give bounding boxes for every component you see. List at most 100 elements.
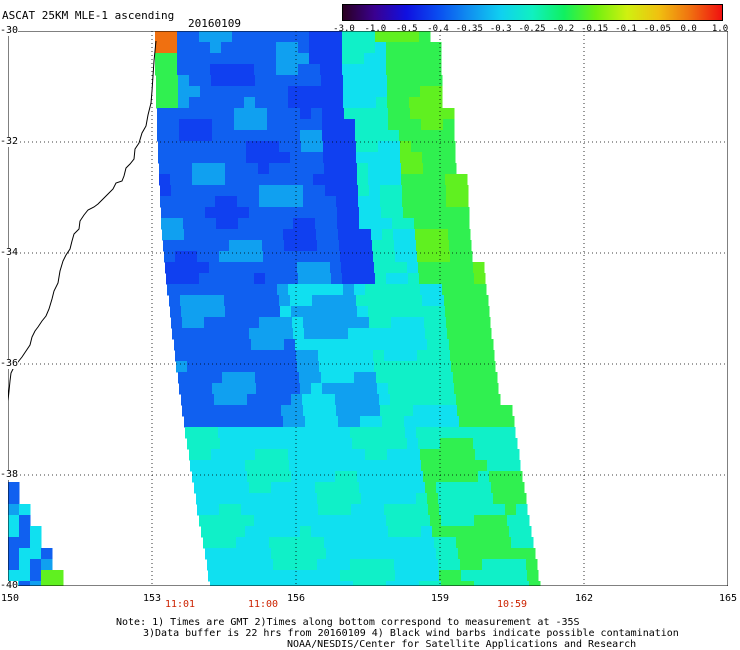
swath-cell — [265, 581, 277, 586]
swath-cell — [223, 383, 235, 395]
swath-cell — [284, 559, 296, 571]
swath-cell — [240, 559, 252, 571]
swath-cell — [397, 42, 409, 54]
swath-cell — [218, 493, 230, 505]
swath-cell — [316, 229, 328, 241]
swath-cell — [515, 559, 527, 571]
swath-cell — [170, 163, 182, 175]
swath-cell — [361, 559, 373, 571]
swath-cell — [479, 405, 491, 417]
swath-cell — [181, 306, 193, 318]
swath-cell — [214, 394, 226, 406]
swath-cell — [449, 427, 461, 439]
swath-cell — [254, 515, 266, 527]
swath-cell — [491, 548, 503, 560]
swath-cell — [362, 350, 374, 362]
swath-cell — [221, 53, 233, 65]
swath-cell — [323, 141, 335, 153]
swath-cell — [41, 559, 53, 571]
swath-cell — [197, 504, 209, 516]
swath-cell — [262, 493, 274, 505]
latitude-label: -38 — [0, 469, 19, 480]
swath-cell — [267, 119, 279, 131]
swath-cell — [446, 317, 458, 329]
swath-cell — [189, 75, 201, 87]
swath-cell — [201, 526, 213, 538]
swath-cell — [227, 328, 239, 340]
swath-cell — [277, 75, 289, 87]
swath-cell — [194, 207, 206, 219]
swath-cell — [344, 119, 356, 131]
swath-cell — [387, 449, 399, 461]
swath-cell — [189, 449, 201, 461]
swath-cell — [287, 42, 299, 54]
swath-cell — [184, 416, 196, 428]
swath-cell — [300, 130, 312, 142]
swath-cell — [262, 559, 274, 571]
swath-cell — [180, 152, 192, 164]
swath-cell — [302, 163, 314, 175]
swath-cell — [354, 75, 366, 87]
swath-cell — [271, 548, 283, 560]
swath-cell — [268, 152, 280, 164]
swath-cell — [439, 504, 451, 516]
swath-cell — [320, 42, 332, 54]
swath-cell — [403, 548, 415, 560]
swath-cell — [302, 306, 314, 318]
swath-cell — [346, 471, 358, 483]
swath-cell — [465, 526, 477, 538]
swath-cell — [258, 163, 270, 175]
swath-cell — [478, 537, 490, 549]
swath-cell — [324, 163, 336, 175]
swath-cell — [362, 251, 374, 263]
swath-cell — [449, 493, 461, 505]
swath-cell — [199, 515, 211, 527]
swath-cell — [302, 174, 314, 186]
swath-cell — [457, 317, 469, 329]
swath-cell — [387, 284, 399, 296]
swath-cell — [509, 460, 521, 472]
swath-cell — [337, 548, 349, 560]
swath-cell — [486, 449, 498, 461]
swath-cell — [169, 152, 181, 164]
swath-cell — [504, 559, 516, 571]
swath-cell — [459, 416, 471, 428]
swath-cell — [416, 493, 428, 505]
swath-cell — [368, 537, 380, 549]
footer-credit: NOAA/NESDIS/Center for Satellite Applica… — [287, 639, 637, 650]
swath-cell — [342, 42, 354, 54]
swath-cell — [268, 295, 280, 307]
swath-cell — [476, 383, 488, 395]
swath-cell — [365, 449, 377, 461]
swath-cell — [420, 372, 432, 384]
swath-cell — [259, 185, 271, 197]
swath-cell — [245, 108, 257, 120]
swath-cell — [385, 438, 397, 450]
swath-cell — [487, 460, 499, 472]
swath-cell — [294, 229, 306, 241]
lat-lon-gridlines — [8, 31, 728, 586]
swath-cell — [245, 130, 257, 142]
swath-cell — [235, 141, 247, 153]
swath-cell — [289, 383, 301, 395]
swath-cell — [397, 64, 409, 76]
swath-cell — [417, 251, 429, 263]
swath-cell — [328, 427, 340, 439]
swath-cell — [240, 240, 252, 252]
swath-cell — [289, 119, 301, 131]
swath-cell — [177, 64, 189, 76]
swath-cell — [282, 328, 294, 340]
swath-cell — [326, 482, 338, 494]
swath-cell — [480, 482, 492, 494]
swath-cell — [433, 141, 445, 153]
swath-cell — [431, 372, 443, 384]
swath-cell — [378, 152, 390, 164]
swath-cell — [402, 405, 414, 417]
swath-cell — [166, 31, 178, 43]
swath-cell — [456, 306, 468, 318]
swath-cell — [442, 372, 454, 384]
swath-cell — [265, 273, 277, 285]
swath-cell — [30, 570, 42, 582]
swath-cell — [228, 229, 240, 241]
swath-cell — [232, 515, 244, 527]
